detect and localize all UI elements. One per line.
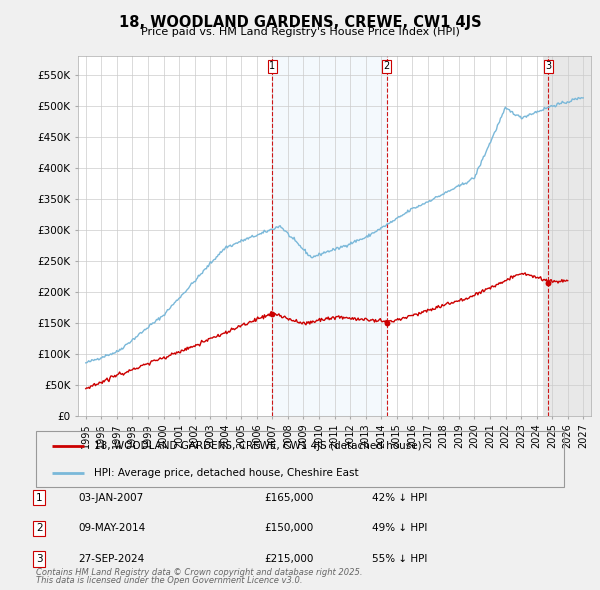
Text: 2: 2 xyxy=(36,523,43,533)
Text: 03-JAN-2007: 03-JAN-2007 xyxy=(78,493,143,503)
Text: £215,000: £215,000 xyxy=(264,554,313,564)
Text: £150,000: £150,000 xyxy=(264,523,313,533)
Text: Price paid vs. HM Land Registry's House Price Index (HPI): Price paid vs. HM Land Registry's House … xyxy=(140,27,460,37)
Text: This data is licensed under the Open Government Licence v3.0.: This data is licensed under the Open Gov… xyxy=(36,576,302,585)
Text: 49% ↓ HPI: 49% ↓ HPI xyxy=(372,523,427,533)
Point xyxy=(382,318,392,327)
Point xyxy=(543,278,553,287)
Bar xyxy=(544,56,591,416)
Text: 42% ↓ HPI: 42% ↓ HPI xyxy=(372,493,427,503)
Bar xyxy=(544,56,591,416)
Text: 27-SEP-2024: 27-SEP-2024 xyxy=(78,554,144,564)
Text: 55% ↓ HPI: 55% ↓ HPI xyxy=(372,554,427,564)
Text: 3: 3 xyxy=(545,61,551,71)
Text: Contains HM Land Registry data © Crown copyright and database right 2025.: Contains HM Land Registry data © Crown c… xyxy=(36,568,362,577)
Bar xyxy=(272,56,387,416)
Text: 1: 1 xyxy=(36,493,43,503)
Text: HPI: Average price, detached house, Cheshire East: HPI: Average price, detached house, Ches… xyxy=(94,468,359,478)
Text: 09-MAY-2014: 09-MAY-2014 xyxy=(78,523,145,533)
Text: £165,000: £165,000 xyxy=(264,493,313,503)
Point xyxy=(268,309,277,318)
Text: 18, WOODLAND GARDENS, CREWE, CW1 4JS (detached house): 18, WOODLAND GARDENS, CREWE, CW1 4JS (de… xyxy=(94,441,422,451)
Text: 2: 2 xyxy=(383,61,390,71)
Text: 1: 1 xyxy=(269,61,275,71)
Text: 18, WOODLAND GARDENS, CREWE, CW1 4JS: 18, WOODLAND GARDENS, CREWE, CW1 4JS xyxy=(119,15,481,30)
Text: 3: 3 xyxy=(36,554,43,564)
